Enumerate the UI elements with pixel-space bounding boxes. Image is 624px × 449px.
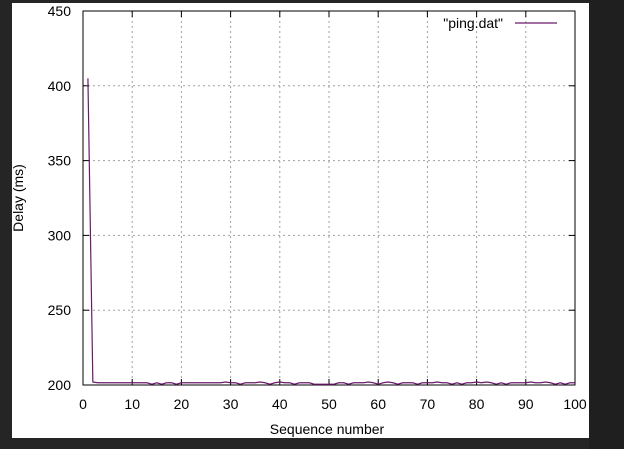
x-tick-label: 90 <box>518 396 534 412</box>
x-tick-label: 60 <box>370 396 386 412</box>
tick-labels: 0 10 20 30 40 50 60 70 80 90 100 200 250 300 350 400 450 <box>48 3 587 412</box>
y-tick-label: 400 <box>48 78 72 94</box>
y-tick-label: 200 <box>48 377 72 393</box>
x-tick-label: 50 <box>321 396 337 412</box>
x-tick-label: 10 <box>124 396 140 412</box>
y-tick-label: 300 <box>48 227 72 243</box>
y-tick-label: 250 <box>48 302 72 318</box>
x-tick-label: 70 <box>420 396 436 412</box>
x-tick-label: 20 <box>174 396 190 412</box>
x-tick-label: 80 <box>469 396 485 412</box>
chart-canvas <box>12 3 589 438</box>
legend-label: "ping.dat" <box>443 15 503 31</box>
series-line-ping-dat <box>87 78 575 385</box>
grid-lines <box>83 11 575 385</box>
y-tick-label: 350 <box>48 153 72 169</box>
x-tick-label: 0 <box>79 396 87 412</box>
legend: "ping.dat" <box>443 15 557 31</box>
x-tick-label: 40 <box>272 396 288 412</box>
window-edge <box>589 0 624 449</box>
axis-ticks <box>82 10 576 386</box>
x-axis-title: Sequence number <box>270 421 385 437</box>
y-tick-label: 450 <box>48 3 72 19</box>
x-tick-label: 100 <box>563 396 587 412</box>
x-tick-label: 30 <box>223 396 239 412</box>
y-axis-title: Delay (ms) <box>10 164 26 232</box>
